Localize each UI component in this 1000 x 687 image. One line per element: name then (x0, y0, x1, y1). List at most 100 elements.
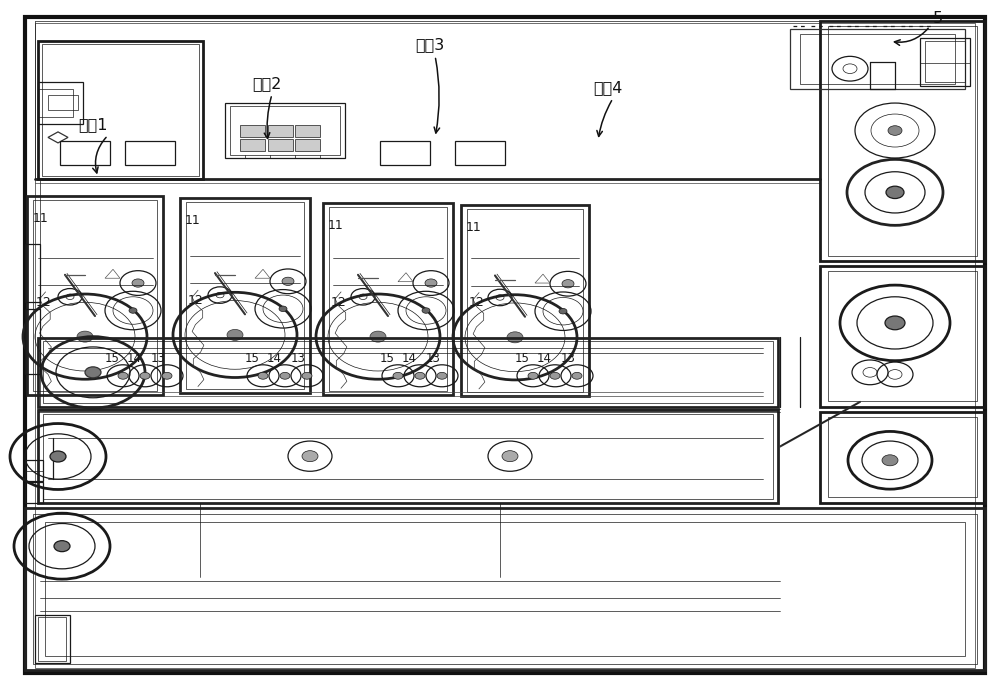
Text: 耗材3: 耗材3 (415, 37, 444, 52)
Bar (461, 205, 589, 396)
Bar (820, 266, 985, 407)
Text: 12: 12 (188, 294, 204, 307)
Bar (25, 482, 43, 503)
Bar (25, 309, 40, 374)
Circle shape (882, 455, 898, 466)
Circle shape (302, 451, 318, 462)
Bar (25, 460, 43, 481)
Bar (38, 338, 778, 407)
Circle shape (885, 316, 905, 330)
Circle shape (302, 372, 312, 379)
Bar (38, 89, 73, 117)
Text: 11: 11 (328, 218, 344, 232)
Circle shape (888, 126, 902, 135)
Text: 12: 12 (469, 296, 485, 309)
Bar (125, 141, 175, 165)
Circle shape (54, 541, 70, 552)
Circle shape (140, 372, 150, 379)
Text: 12: 12 (36, 295, 51, 308)
Circle shape (507, 332, 523, 343)
Text: 耗材2: 耗材2 (252, 76, 281, 91)
Bar (455, 141, 505, 165)
Bar (295, 139, 320, 151)
Text: 15: 15 (105, 352, 120, 365)
Circle shape (550, 372, 560, 379)
Text: 14: 14 (402, 352, 417, 365)
Bar (27, 196, 162, 395)
Bar (48, 95, 78, 110)
Text: 14: 14 (267, 352, 282, 365)
Bar (38, 41, 203, 179)
Circle shape (393, 372, 403, 379)
Circle shape (502, 451, 518, 462)
Circle shape (886, 186, 904, 199)
Bar (45, 522, 965, 656)
Circle shape (258, 372, 268, 379)
Bar (925, 41, 965, 82)
Bar (268, 139, 293, 151)
Circle shape (370, 331, 386, 342)
Circle shape (132, 279, 144, 287)
Circle shape (425, 279, 437, 287)
Bar (43, 414, 773, 499)
Bar (38, 617, 66, 661)
Bar (828, 417, 977, 497)
Circle shape (279, 306, 287, 312)
Bar (35, 615, 70, 663)
Bar (33, 200, 156, 391)
Bar (920, 38, 970, 86)
Circle shape (227, 330, 243, 341)
Circle shape (118, 372, 128, 379)
Circle shape (162, 372, 172, 379)
Circle shape (129, 308, 137, 313)
Bar (828, 271, 977, 401)
Text: 13: 13 (426, 352, 441, 365)
Text: 13: 13 (151, 352, 166, 365)
Text: 15: 15 (515, 352, 530, 365)
Bar (828, 26, 977, 256)
Text: 15: 15 (380, 352, 395, 365)
Bar (800, 34, 955, 84)
Text: 13: 13 (291, 352, 306, 365)
Circle shape (280, 372, 290, 379)
Bar (240, 125, 265, 137)
Text: 11: 11 (185, 214, 201, 227)
Circle shape (422, 308, 430, 313)
Text: 耗材4: 耗材4 (593, 80, 622, 95)
Bar (25, 244, 40, 302)
Text: 13: 13 (561, 352, 576, 365)
Circle shape (528, 372, 538, 379)
Bar (186, 202, 304, 389)
Text: 12: 12 (331, 295, 347, 308)
Circle shape (282, 278, 294, 286)
Circle shape (415, 372, 425, 379)
Text: 14: 14 (127, 352, 142, 365)
Circle shape (77, 331, 93, 342)
Text: 15: 15 (245, 352, 260, 365)
Bar (268, 125, 293, 137)
Bar (467, 209, 583, 392)
Bar (820, 21, 985, 261)
Text: 11: 11 (466, 221, 482, 234)
Bar (240, 139, 265, 151)
Bar (25, 508, 985, 670)
Text: 5: 5 (933, 11, 943, 26)
Bar (38, 410, 778, 503)
Circle shape (572, 372, 582, 379)
Text: 11: 11 (32, 212, 48, 225)
Bar (38, 82, 83, 124)
Circle shape (50, 451, 66, 462)
Bar (225, 103, 345, 158)
Bar (60, 141, 110, 165)
Circle shape (437, 372, 447, 379)
Circle shape (559, 308, 567, 314)
Text: 14: 14 (537, 352, 552, 365)
Circle shape (562, 280, 574, 288)
Bar (33, 514, 977, 664)
Bar (180, 198, 310, 393)
Bar (329, 207, 447, 391)
Bar (230, 106, 340, 155)
Bar (820, 412, 985, 503)
Bar (43, 341, 773, 403)
Bar (295, 125, 320, 137)
